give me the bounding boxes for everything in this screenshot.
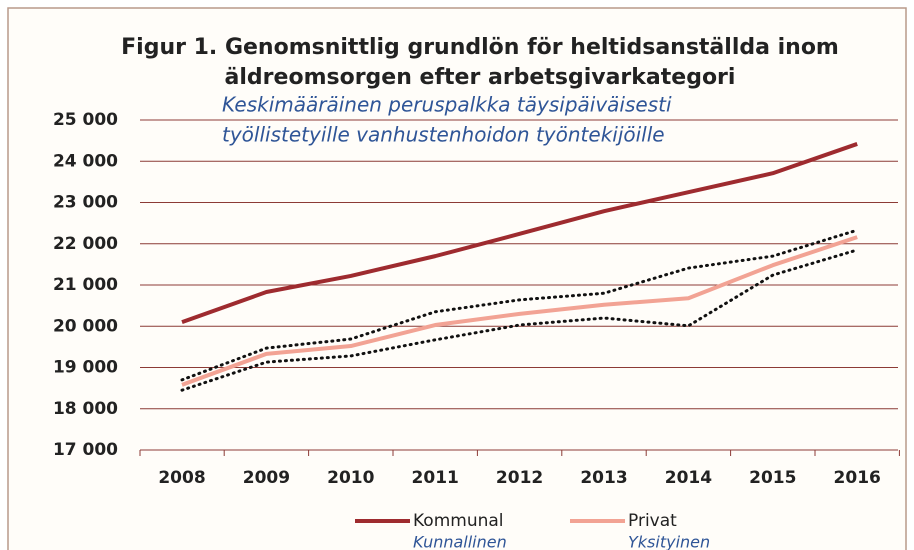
x-tick-label: 2015 bbox=[749, 468, 796, 488]
x-tick-label: 2011 bbox=[412, 468, 459, 488]
x-tick-label: 2014 bbox=[665, 468, 712, 488]
x-tick-label: 2013 bbox=[580, 468, 627, 488]
chart-title: Figur 1. Genomsnittlig grundlön för helt… bbox=[121, 35, 839, 60]
legend-sublabel: Yksityinen bbox=[628, 533, 710, 550]
y-tick-label: 19 000 bbox=[53, 358, 118, 378]
y-tick-label: 20 000 bbox=[53, 316, 118, 336]
x-tick-label: 2010 bbox=[327, 468, 374, 488]
chart-title: äldreomsorgen efter arbetsgivarkategori bbox=[225, 65, 736, 90]
y-tick-label: 22 000 bbox=[53, 234, 118, 254]
y-tick-label: 24 000 bbox=[53, 151, 118, 171]
y-tick-label: 17 000 bbox=[53, 440, 118, 460]
x-tick-label: 2016 bbox=[834, 468, 881, 488]
legend-label: Privat bbox=[628, 511, 677, 531]
series-line bbox=[181, 142, 858, 325]
x-tick-label: 2012 bbox=[496, 468, 543, 488]
legend-label: Kommunal bbox=[413, 511, 504, 531]
chart-subtitle: Keskimääräinen peruspalkka täysipäiväise… bbox=[222, 93, 672, 117]
series-line bbox=[181, 235, 858, 387]
y-tick-label: 21 000 bbox=[53, 275, 118, 295]
chart-subtitle: työllistetyille vanhustenhoidon työnteki… bbox=[222, 123, 665, 147]
y-tick-label: 23 000 bbox=[53, 193, 118, 213]
series-line bbox=[180, 228, 859, 382]
y-tick-label: 18 000 bbox=[53, 399, 118, 419]
x-tick-label: 2009 bbox=[243, 468, 290, 488]
y-tick-label: 25 000 bbox=[53, 110, 118, 130]
x-tick-label: 2008 bbox=[158, 468, 205, 488]
chart-frame bbox=[7, 7, 907, 550]
legend-sublabel: Kunnallinen bbox=[413, 533, 507, 550]
